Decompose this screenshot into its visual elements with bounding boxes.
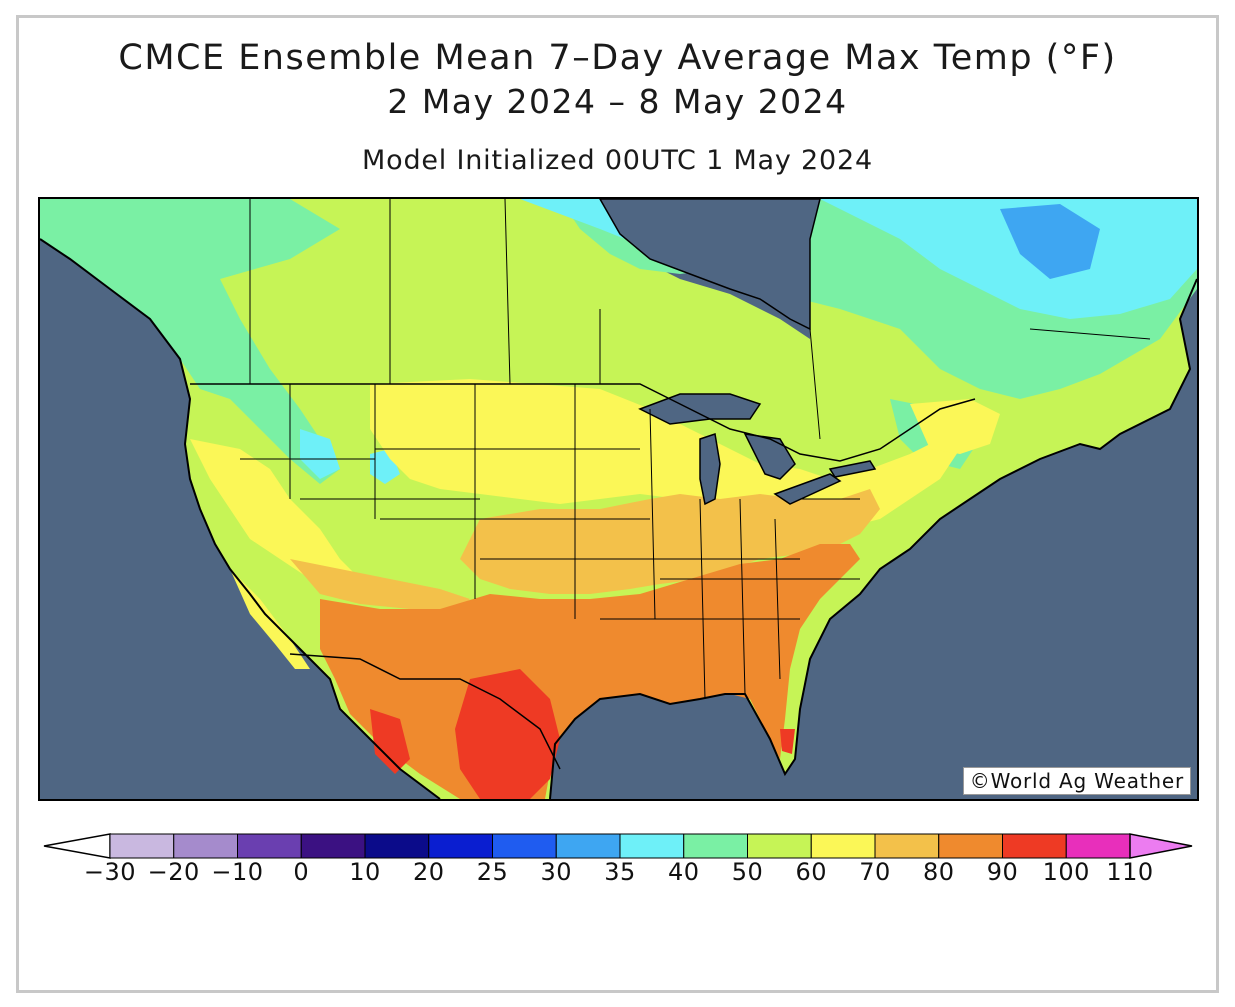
legend-under-arrow xyxy=(43,833,111,859)
legend-swatch xyxy=(173,833,238,859)
legend-swatch xyxy=(874,833,940,859)
us-mexico-border xyxy=(289,653,561,770)
legend-tick-label: 110 xyxy=(1106,858,1154,886)
legend-swatch xyxy=(938,833,1003,859)
legend-tick-label: −30 xyxy=(83,858,137,886)
color-legend-ticks: −30 −20 −10 0 10 20 25 30 35 40 50 60 70 80 90 100 110 xyxy=(0,858,1235,892)
legend-tick-label: 40 xyxy=(667,858,700,886)
zone-70-80-central xyxy=(460,489,880,594)
legend-swatch xyxy=(683,833,748,859)
lake-ontario xyxy=(828,460,877,478)
legend-tick-label: 60 xyxy=(795,858,828,886)
legend-swatch xyxy=(810,833,876,859)
legend-swatch xyxy=(619,833,685,859)
legend-swatch xyxy=(109,833,175,859)
map-canvas xyxy=(40,199,1197,799)
legend-tick-label: 10 xyxy=(349,858,381,886)
legend-swatch xyxy=(492,833,557,859)
legend-tick-label: 80 xyxy=(922,858,955,886)
lake-michigan xyxy=(699,433,721,506)
us-canada-border xyxy=(190,383,976,462)
legend-tick-label: 25 xyxy=(476,858,509,886)
zone-90-100-texas-mexico xyxy=(455,669,560,799)
map-title: CMCE Ensemble Mean 7–Day Average Max Tem… xyxy=(118,38,1117,78)
legend-tick-label: 0 xyxy=(293,858,310,886)
legend-tick-label: 20 xyxy=(412,858,445,886)
coastline xyxy=(40,238,1197,799)
legend-swatch xyxy=(300,833,366,859)
lake-erie xyxy=(773,473,842,505)
legend-tick-label: 30 xyxy=(540,858,573,886)
zone-60-70-newengland xyxy=(910,399,1000,454)
legend-over-arrow xyxy=(1129,833,1193,859)
zone-30-35-labrador xyxy=(1000,204,1100,279)
legend-tick-label: 100 xyxy=(1042,858,1090,886)
canada-province-lines xyxy=(249,199,1151,440)
legend-swatch xyxy=(747,833,812,859)
zone-40-50-west xyxy=(40,199,340,484)
legend-tick-label: 50 xyxy=(731,858,764,886)
lake-superior xyxy=(638,393,762,425)
legend-tick-label: −20 xyxy=(147,858,200,886)
legend-swatch xyxy=(555,833,621,859)
zone-60-70-southwest xyxy=(190,439,360,589)
legend-swatch xyxy=(1002,833,1067,859)
zone-90-100-florida xyxy=(780,729,795,754)
zone-90-100-sonora xyxy=(370,709,410,774)
state-lines xyxy=(240,384,860,700)
zone-35-40-northeast xyxy=(820,199,1197,319)
credit-label: ©World Ag Weather xyxy=(962,767,1191,795)
legend-swatch xyxy=(1065,833,1131,859)
model-init-time: Model Initialized 00UTC 1 May 2024 xyxy=(362,145,873,176)
zone-35-40-rockies xyxy=(300,429,340,479)
color-legend xyxy=(43,833,1193,859)
zone-80-90-south xyxy=(320,544,860,799)
date-range: 2 May 2024 – 8 May 2024 xyxy=(387,82,848,121)
legend-swatch xyxy=(237,833,302,859)
legend-tick-label: 35 xyxy=(604,858,636,886)
legend-swatch xyxy=(428,833,493,859)
hudson-bay xyxy=(599,199,821,331)
zone-70-80-southwest xyxy=(290,559,470,619)
legend-tick-label: 70 xyxy=(859,858,891,886)
legend-tick-label: 90 xyxy=(986,858,1019,886)
temperature-map: ©World Ag Weather xyxy=(38,197,1199,801)
legend-swatch xyxy=(364,833,430,859)
legend-tick-label: −10 xyxy=(211,858,264,886)
